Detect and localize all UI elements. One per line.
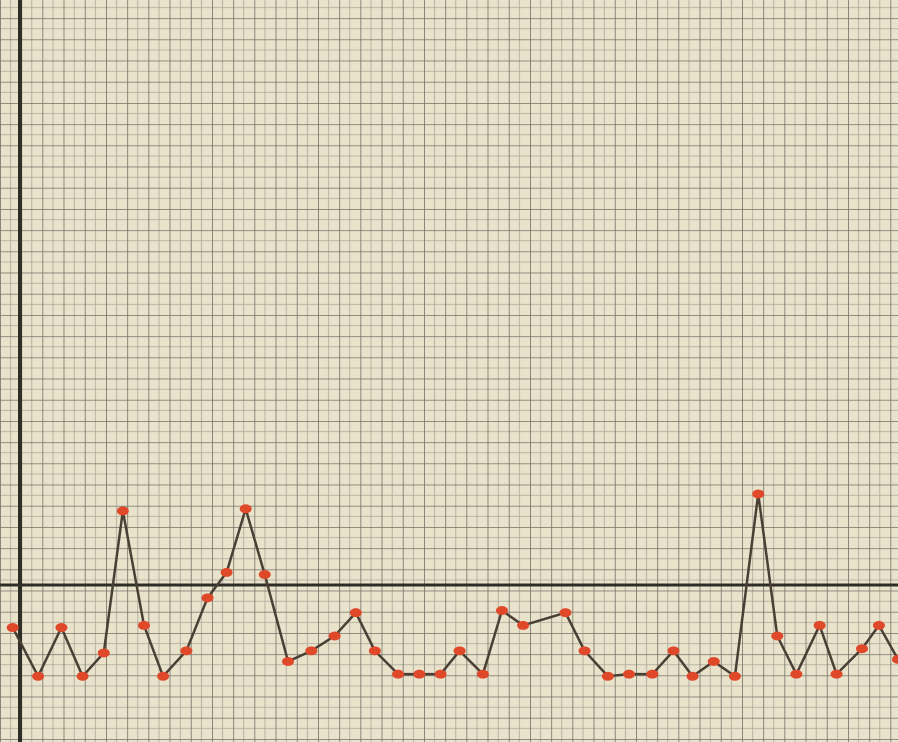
data-point [602, 672, 614, 681]
data-point [646, 670, 658, 679]
data-point [77, 672, 89, 681]
data-point [873, 621, 885, 630]
data-point [32, 672, 44, 681]
data-point [496, 606, 508, 615]
data-point [305, 646, 317, 655]
data-point [259, 570, 271, 579]
data-point [369, 646, 381, 655]
data-point [579, 646, 591, 655]
data-point [729, 672, 741, 681]
data-point [392, 670, 404, 679]
data-point [454, 646, 466, 655]
graph-paper-chart [0, 0, 898, 742]
data-point [687, 672, 699, 681]
data-point [790, 670, 802, 679]
data-point [623, 670, 635, 679]
data-point [55, 623, 67, 632]
grid [0, 0, 898, 742]
data-point [814, 621, 826, 630]
data-point [282, 657, 294, 666]
data-point [752, 489, 764, 498]
data-point [708, 657, 720, 666]
data-point [221, 568, 233, 577]
data-point [117, 506, 129, 515]
data-point [517, 621, 529, 630]
data-point [856, 644, 868, 653]
data-point [7, 623, 19, 632]
data-point [559, 608, 571, 617]
data-point [413, 670, 425, 679]
data-point [240, 504, 252, 513]
data-point [477, 670, 489, 679]
data-point [180, 646, 192, 655]
data-point [157, 672, 169, 681]
data-point [98, 648, 110, 657]
data-point [202, 593, 214, 602]
data-point [350, 608, 362, 617]
data-point [138, 621, 150, 630]
data-point [435, 670, 447, 679]
data-point [771, 632, 783, 641]
data-point [831, 670, 843, 679]
data-point [329, 632, 341, 641]
data-point [668, 646, 680, 655]
